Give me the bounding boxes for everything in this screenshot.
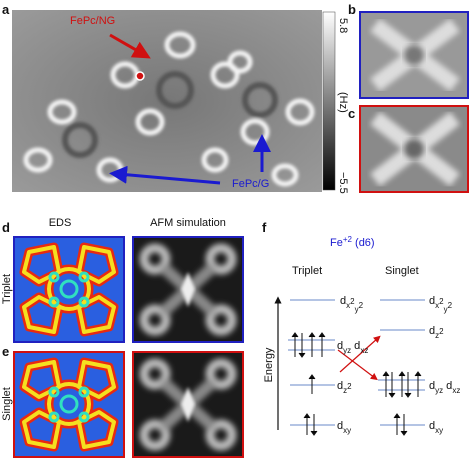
orbital-part: d — [429, 380, 435, 392]
orbital-part: 2 — [359, 301, 364, 310]
transition — [337, 349, 378, 381]
orbital-part: y — [355, 305, 359, 314]
orbital-part: d — [429, 325, 435, 337]
marker-dot — [135, 71, 145, 81]
orbital-part: d — [340, 295, 346, 307]
arrow-ng — [109, 33, 151, 59]
orbital-part: 2 — [347, 382, 352, 391]
col-eds: EDS — [49, 217, 72, 229]
orbital-part: xz — [360, 346, 368, 355]
panel-c-image — [359, 105, 469, 193]
orbital-part: d — [337, 340, 343, 352]
panel-label: e — [2, 344, 9, 359]
col-triplet: Triplet — [292, 265, 322, 277]
orbital-part: z — [435, 331, 439, 340]
orbital-label: dx2y2 — [429, 295, 453, 314]
orbital-part: d — [429, 295, 435, 307]
energy-label: Energy — [263, 347, 275, 382]
orbital-part: xz — [452, 386, 460, 395]
colorbar-min: −5.5 — [337, 172, 349, 194]
orbital-part: d — [351, 340, 360, 352]
panel-label: d — [2, 220, 10, 235]
orbital-part: xy — [435, 426, 443, 435]
orbital-label: dxy — [429, 420, 443, 435]
panel-label: b — [348, 2, 356, 17]
orbital-label: dx2y2 — [340, 295, 364, 314]
orbital-label: dz2 — [337, 380, 352, 395]
panel-label: f — [262, 220, 267, 235]
transition — [339, 335, 381, 373]
electrons — [291, 332, 422, 436]
eds-triplet — [14, 237, 124, 342]
panel-label: a — [2, 2, 10, 17]
row-triplet: Triplet — [1, 274, 13, 304]
colorbar-max: 5.8 — [337, 18, 349, 33]
orbital-part: d — [429, 420, 435, 432]
colorbar — [322, 11, 336, 191]
orbital-part: y — [444, 305, 448, 314]
orbital-label: dyz dxz — [337, 340, 368, 355]
orbital-part: 2 — [448, 301, 453, 310]
afm-triplet — [133, 237, 243, 342]
orbital-label: dz2 — [429, 325, 444, 340]
ion-config: (d6) — [352, 237, 375, 249]
col-afm: AFM simulation — [150, 217, 226, 229]
orbital-part: x — [346, 301, 350, 310]
orbital-part: z — [343, 386, 347, 395]
panel-b-image — [359, 11, 469, 99]
eds-singlet — [14, 352, 124, 457]
ion-charge: +2 — [343, 235, 353, 244]
orbital-part: yz — [435, 386, 443, 395]
orbital-part: 2 — [439, 327, 444, 336]
arrow-g — [109, 165, 221, 185]
orbital-part: d — [337, 420, 343, 432]
orbital-part: yz — [343, 346, 351, 355]
panel-label: c — [348, 106, 355, 121]
orbital-part: xy — [343, 426, 351, 435]
orbital-part: 2 — [350, 297, 355, 306]
orbital-label: dyz dxz — [429, 380, 460, 395]
colorbar-unit: (Hz) — [337, 92, 349, 113]
orbital-label: dxy — [337, 420, 351, 435]
orbital-part: d — [337, 380, 343, 392]
orbital-part: d — [443, 380, 452, 392]
label-ng: FePc/NG — [70, 15, 115, 27]
ion-label: Fe+2 (d6) — [330, 235, 375, 249]
levels — [288, 299, 425, 426]
orbital-part: 2 — [439, 297, 444, 306]
label-g: FePc/G — [232, 178, 269, 190]
afm-singlet — [133, 352, 243, 457]
ion: Fe — [330, 237, 343, 249]
row-singlet: Singlet — [1, 387, 13, 421]
orbital-part: x — [435, 301, 439, 310]
col-singlet: Singlet — [385, 265, 419, 277]
